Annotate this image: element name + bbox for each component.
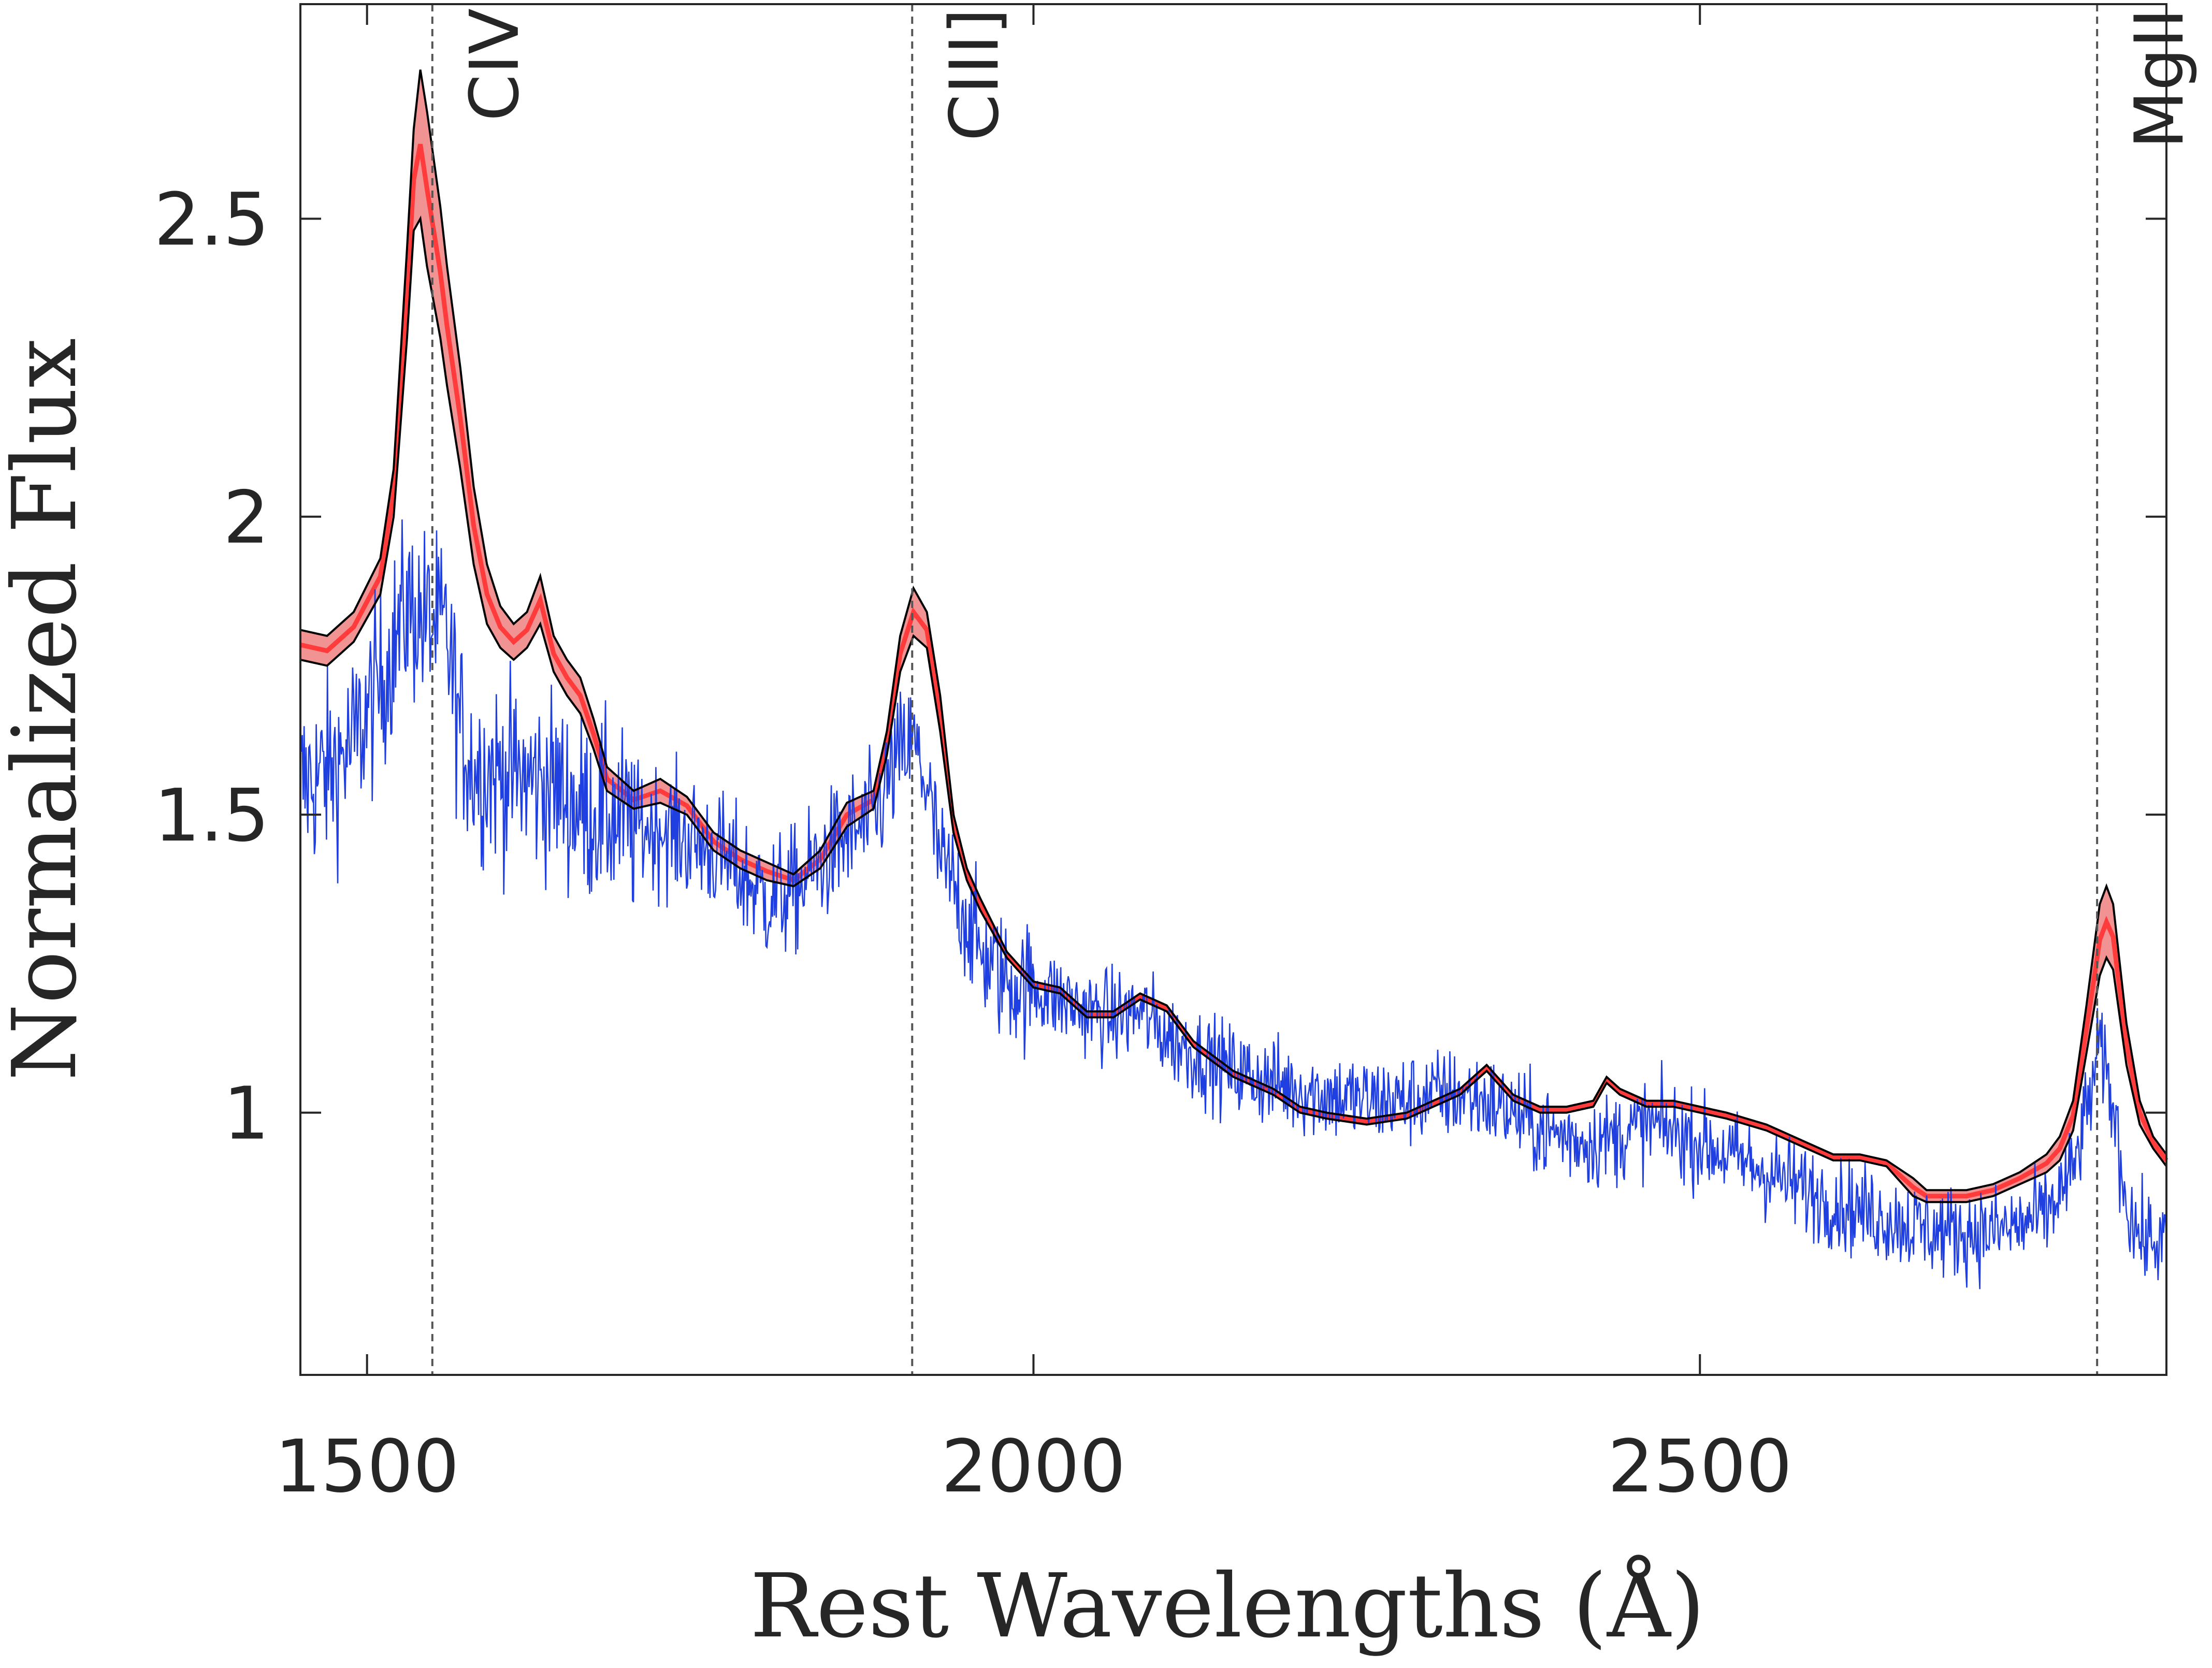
x-tick-label: 1500 [275, 1425, 459, 1509]
y-tick-label: 2.5 [154, 178, 269, 262]
model-uncertainty-band [300, 69, 2166, 1202]
tick-marks [300, 4, 2166, 1375]
observed-spectrum-line [299, 519, 2167, 1289]
model-bounds-layer [300, 69, 2167, 1203]
y-tick-label: 1.5 [154, 774, 269, 858]
y-tick-label: 1 [223, 1072, 269, 1156]
tick-labels: 1500 2000 2500 1 1.5 2 2.5 [154, 178, 1792, 1509]
emission-line-label: CIII] [935, 8, 1014, 141]
emission-line-label: MgII [2120, 8, 2199, 149]
emission-line-label: CIV [455, 8, 534, 121]
model-upper-line [300, 69, 2167, 1192]
model-lower-line [300, 215, 2167, 1203]
model-uncertainty-band-layer [300, 69, 2168, 1202]
plot-frame [299, 3, 2167, 1376]
x-axis-label: Rest Wavelengths (Å) [750, 1554, 1705, 1658]
emission-line-markers: CIV CIII] MgII [431, 4, 2199, 1375]
y-tick-label: 2 [223, 476, 269, 560]
x-tick-label: 2000 [941, 1425, 1125, 1509]
y-axis-label: Normalized Flux [0, 338, 96, 1081]
x-tick-label: 2500 [1608, 1425, 1792, 1509]
observed-spectrum-layer [299, 519, 2167, 1289]
plot-axes [299, 3, 2167, 1376]
